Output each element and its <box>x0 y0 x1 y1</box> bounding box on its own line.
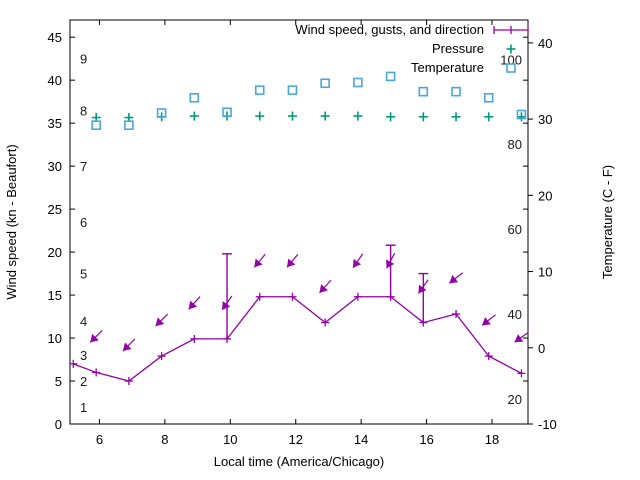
legend-swatch-temperature <box>506 63 516 73</box>
beaufort-scale-label: 9 <box>80 52 87 67</box>
y2-axis-tick-label: 20 <box>538 188 552 203</box>
plot-frame <box>69 19 529 425</box>
beaufort-scale-label: 6 <box>80 215 87 230</box>
wind-direction-arrow <box>514 331 529 343</box>
temperature-marker <box>516 109 527 120</box>
wind-direction-arrow <box>319 279 332 294</box>
y2-axis-tick-label: -10 <box>538 417 557 432</box>
y-axis-tick-label: 20 <box>48 245 62 260</box>
x-axis-tick-label: 14 <box>354 432 368 447</box>
x-axis-title: Local time (America/Chicago) <box>214 454 385 469</box>
temperature-marker <box>287 85 298 95</box>
arrow-head <box>386 259 395 269</box>
y2-axis-tick-label: 0 <box>538 341 545 356</box>
temperature-marker <box>189 92 200 103</box>
x-axis-tick-label: 12 <box>288 432 302 447</box>
wind-direction-arrow <box>481 314 496 326</box>
temperature-marker <box>418 86 429 97</box>
wind-direction-arrow <box>352 253 364 269</box>
y2-axis-tick-label: 10 <box>538 265 552 280</box>
y-axis-tick-label: 0 <box>55 417 62 432</box>
beaufort-scale-label: 5 <box>80 267 87 282</box>
fahrenheit-scale-label: 100 <box>500 53 522 68</box>
y-axis-tick-label: 25 <box>48 202 62 217</box>
wind-direction-arrow <box>155 313 169 327</box>
wind-direction-arrow <box>122 338 136 352</box>
arrow-head <box>418 284 427 294</box>
legend-label-temperature: Temperature <box>411 60 484 75</box>
y-axis-tick-label: 5 <box>55 374 62 389</box>
beaufort-scale-label: 1 <box>80 400 87 415</box>
arrow-head <box>482 317 491 326</box>
temperature-marker <box>222 107 232 118</box>
wind-speed-line <box>73 296 522 382</box>
temperature-marker <box>451 86 461 97</box>
wind-direction-arrow <box>417 279 429 294</box>
fahrenheit-scale-label: 40 <box>508 307 522 322</box>
arrow-head <box>222 301 231 310</box>
wind-direction-arrow <box>221 295 233 311</box>
fahrenheit-scale-label: 20 <box>508 392 522 407</box>
legend-label-pressure: Pressure <box>432 41 484 56</box>
temperature-marker <box>91 120 101 130</box>
y2-axis-title: Temperature (C - F) <box>600 165 615 279</box>
arrow-head <box>286 258 296 268</box>
y-axis-tick-label: 30 <box>48 159 62 174</box>
fahrenheit-scale-label: 80 <box>508 137 522 152</box>
arrow-head <box>449 274 459 284</box>
wind-direction-arrow <box>253 253 266 268</box>
beaufort-scale-label: 7 <box>80 159 87 174</box>
x-axis-tick-label: 10 <box>223 432 237 447</box>
y2-axis-tick-label: 40 <box>538 36 552 51</box>
arrow-head <box>90 333 99 343</box>
x-axis-tick-label: 18 <box>485 432 499 447</box>
x-axis-tick-label: 6 <box>96 432 103 447</box>
beaufort-scale-label: 2 <box>80 374 87 389</box>
y-axis-tick-label: 15 <box>48 288 62 303</box>
x-axis-tick-label: 16 <box>419 432 433 447</box>
y-axis-tick-label: 10 <box>48 331 62 346</box>
wind-direction-arrow <box>188 296 201 310</box>
arrow-head <box>353 258 362 268</box>
fahrenheit-scale-label: 60 <box>508 222 522 237</box>
y-axis-title: Wind speed (kn - Beaufort) <box>4 144 19 299</box>
beaufort-scale-label: 4 <box>80 314 87 329</box>
arrow-head <box>188 300 198 310</box>
arrow-head <box>122 342 132 352</box>
temperature-marker <box>483 92 494 103</box>
legend-label-wind: Wind speed, gusts, and direction <box>295 22 484 37</box>
beaufort-scale-label: 8 <box>80 103 87 118</box>
temperature-marker <box>156 108 167 118</box>
y-axis-tick-label: 35 <box>48 116 62 131</box>
y-axis-tick-label: 40 <box>48 73 62 88</box>
x-axis-tick-label: 8 <box>161 432 168 447</box>
arrow-head <box>155 317 165 327</box>
temperature-marker <box>254 85 265 95</box>
arrow-head <box>514 334 524 343</box>
temperature-marker <box>124 120 134 130</box>
arrow-head <box>254 258 263 268</box>
wind-direction-arrow <box>448 272 464 284</box>
temperature-marker <box>385 71 396 82</box>
wind-direction-arrow <box>286 253 299 268</box>
temperature-marker <box>320 78 330 89</box>
arrow-head <box>319 284 328 293</box>
wind-direction-arrow <box>89 329 103 343</box>
y2-axis-tick-label: 30 <box>538 112 552 127</box>
y-axis-tick-label: 45 <box>48 30 62 45</box>
beaufort-scale-label: 3 <box>80 348 87 363</box>
temperature-marker <box>353 77 363 88</box>
wind-direction-arrow <box>386 252 396 269</box>
